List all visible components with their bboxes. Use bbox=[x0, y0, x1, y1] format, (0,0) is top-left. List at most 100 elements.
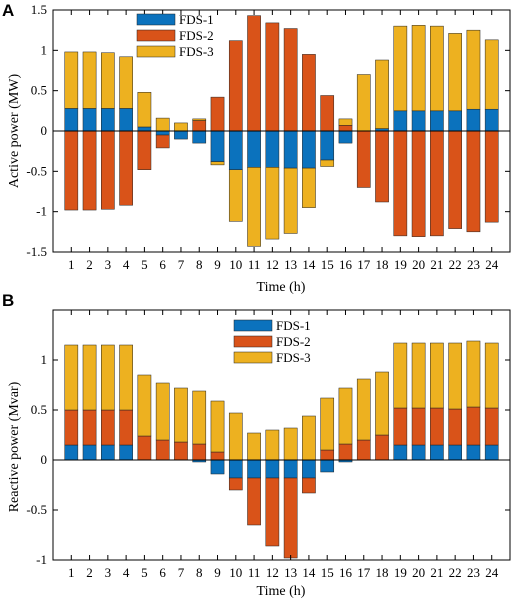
y-tick-label: 0 bbox=[41, 452, 48, 467]
bar-fds-1-h14 bbox=[302, 459, 316, 479]
bar-fds-1-h24 bbox=[484, 444, 499, 461]
bar-fds-1-h11 bbox=[247, 459, 261, 479]
x-tick-label: 3 bbox=[105, 565, 112, 580]
bar-fds-1-h19 bbox=[393, 444, 408, 461]
bar-fds-1-h13 bbox=[283, 130, 298, 169]
bar-fds-1-h3 bbox=[101, 444, 115, 461]
bar-fds-2-h23 bbox=[466, 406, 481, 446]
bar-fds-1-h10 bbox=[228, 459, 243, 479]
bar-fds-3-h10 bbox=[228, 169, 243, 222]
bar-fds-2-h22 bbox=[448, 130, 462, 229]
x-tick-label: 19 bbox=[394, 257, 407, 272]
x-tick-label: 10 bbox=[229, 565, 242, 580]
x-tick-label: 19 bbox=[394, 565, 407, 580]
bar-fds-3-h5 bbox=[137, 374, 152, 437]
x-tick-label: 3 bbox=[105, 257, 112, 272]
bar-fds-2-h17 bbox=[356, 130, 371, 188]
x-tick-label: 14 bbox=[302, 565, 316, 580]
bar-fds-1-h7 bbox=[174, 130, 188, 140]
bar-fds-3-h18 bbox=[375, 371, 389, 436]
bar-fds-3-h14 bbox=[302, 167, 316, 208]
bar-fds-2-h23 bbox=[466, 130, 481, 233]
bar-fds-3-h10 bbox=[228, 412, 243, 461]
x-tick-label: 22 bbox=[449, 565, 462, 580]
bar-fds-3-h2 bbox=[82, 51, 97, 109]
chart-b-plot: -1-0.500.511 2 3 4 5 6 7 8 9 10 11 12 13 14 15 16 17 18 19… bbox=[26, 309, 511, 580]
x-tick-label: 20 bbox=[412, 565, 425, 580]
bar-fds-3-h19 bbox=[393, 342, 408, 409]
bar-fds-1-h4 bbox=[119, 444, 133, 461]
bar-fds-2-h21 bbox=[430, 130, 444, 237]
legend-label-fds-2: FDS-2 bbox=[179, 28, 214, 43]
bar-fds-1-h2 bbox=[82, 108, 97, 132]
bar-fds-3-h14 bbox=[302, 415, 316, 461]
bar-fds-3-h12 bbox=[265, 167, 280, 240]
bar-fds-2-h11 bbox=[247, 477, 261, 526]
x-tick-label: 22 bbox=[449, 257, 462, 272]
bar-fds-3-h22 bbox=[448, 33, 462, 112]
bar-fds-2-h12 bbox=[265, 477, 280, 547]
bar-fds-2-h7 bbox=[174, 441, 188, 461]
bar-fds-1-h23 bbox=[466, 108, 481, 132]
bar-fds-3-h16 bbox=[338, 118, 353, 126]
bar-fds-3-h24 bbox=[484, 39, 499, 110]
bar-fds-1-h20 bbox=[411, 444, 426, 461]
x-tick-label: 18 bbox=[376, 565, 389, 580]
bar-fds-2-h3 bbox=[101, 409, 115, 446]
bar-fds-1-h21 bbox=[430, 444, 444, 461]
panel-a: A -1.5-1-0.500.511.51 2 3 4 5 6 7 8 9 10 11 12 13 14 1… bbox=[2, 1, 511, 295]
bar-fds-2-h19 bbox=[393, 130, 408, 237]
x-tick-label: 21 bbox=[430, 257, 443, 272]
bar-fds-1-h14 bbox=[302, 130, 316, 169]
bar-fds-1-h1 bbox=[64, 108, 79, 132]
bar-fds-3-h13 bbox=[283, 427, 298, 461]
bar-fds-2-h20 bbox=[411, 130, 426, 237]
bar-fds-1-h12 bbox=[265, 130, 280, 168]
x-tick-label: 1 bbox=[68, 257, 75, 272]
chart-a-plot: -1.5-1-0.500.511.51 2 3 4 5 6 7 8 9 10 11 12 13 14 15 1… bbox=[26, 2, 511, 272]
x-tick-label: 1 bbox=[68, 565, 75, 580]
x-tick-label: 18 bbox=[376, 257, 389, 272]
bar-fds-2-h1 bbox=[64, 130, 79, 211]
bar-fds-2-h22 bbox=[448, 408, 462, 446]
bar-fds-1-h22 bbox=[448, 110, 462, 132]
bar-fds-3-h4 bbox=[119, 344, 133, 411]
bar-fds-1-h12 bbox=[265, 459, 280, 479]
x-tick-label: 16 bbox=[339, 565, 353, 580]
bar-fds-2-h13 bbox=[283, 28, 298, 132]
bar-fds-2-h6 bbox=[155, 134, 170, 149]
bar-fds-2-h16 bbox=[338, 125, 353, 132]
x-tick-label: 16 bbox=[339, 257, 353, 272]
bar-fds-1-h8 bbox=[192, 130, 207, 144]
bar-fds-2-h20 bbox=[411, 407, 426, 446]
bar-fds-3-h20 bbox=[411, 25, 426, 112]
legend-swatch-fds-1 bbox=[233, 319, 273, 332]
x-tick-label: 9 bbox=[214, 565, 221, 580]
bar-fds-1-h10 bbox=[228, 130, 243, 170]
bar-fds-2-h14 bbox=[302, 477, 316, 494]
bar-fds-2-h14 bbox=[302, 54, 316, 132]
bar-fds-3-h11 bbox=[247, 432, 261, 461]
bar-fds-2-h3 bbox=[101, 130, 115, 210]
bar-fds-1-h1 bbox=[64, 444, 79, 461]
legend-swatch-fds-2 bbox=[136, 29, 176, 42]
bar-fds-2-h15 bbox=[320, 449, 335, 461]
x-tick-label: 2 bbox=[86, 257, 93, 272]
bar-fds-2-h1 bbox=[64, 409, 79, 446]
bar-fds-2-h18 bbox=[375, 130, 389, 203]
bar-fds-2-h15 bbox=[320, 95, 335, 132]
bar-fds-2-h10 bbox=[228, 40, 243, 132]
bar-fds-2-h18 bbox=[375, 434, 389, 461]
x-tick-label: 4 bbox=[123, 565, 130, 580]
x-tick-label: 13 bbox=[284, 257, 297, 272]
y-tick-label: 1 bbox=[41, 42, 48, 57]
bar-fds-3-h23 bbox=[466, 29, 481, 110]
x-tick-label: 5 bbox=[141, 257, 148, 272]
legend-label-fds-3: FDS-3 bbox=[179, 44, 214, 59]
x-tick-label: 2 bbox=[86, 565, 93, 580]
bar-fds-2-h2 bbox=[82, 130, 97, 211]
y-tick-label: -1 bbox=[36, 552, 47, 567]
